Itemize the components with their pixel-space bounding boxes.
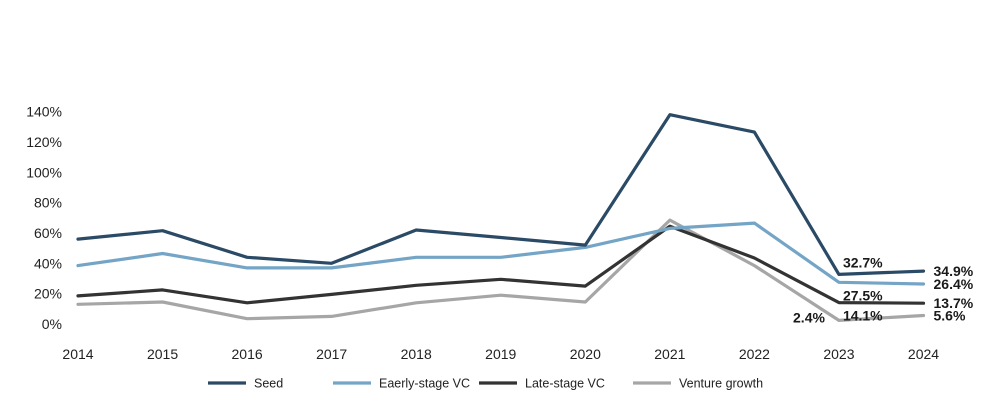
y-tick-label: 120% — [26, 134, 62, 150]
data-label: 26.4% — [934, 276, 974, 292]
data-labels: 32.7% 34.9% 27.5% 26.4% 14.1% 13.7% 2.4% 5.6% — [793, 254, 974, 325]
series-line-eaerly-stage-vc — [76, 221, 926, 286]
legend-item: Late-stage VC — [479, 377, 605, 391]
data-label: 34.9% — [934, 263, 974, 279]
series-line-seed — [76, 113, 926, 276]
legend-item: Seed — [208, 377, 283, 391]
legend-label: Eaerly-stage VC — [379, 377, 470, 391]
legend-label: Seed — [254, 377, 283, 391]
data-label: 13.7% — [934, 295, 974, 311]
y-tick-label: 20% — [34, 286, 62, 302]
legend: Seed Eaerly-stage VC Late-stage VC Venture … — [208, 377, 763, 391]
x-tick-label: 2014 — [62, 346, 93, 362]
series-line-late-stage-vc — [76, 224, 926, 305]
series-lines — [76, 113, 926, 322]
x-tick-label: 2020 — [570, 346, 601, 362]
legend-label: Venture growth — [679, 377, 763, 391]
x-axis: 2014 2015 2016 2017 2018 2019 2020 2021 2022 2023… — [62, 346, 939, 362]
y-axis: 0% 20% 40% 60% 80% 100% 120% 140% — [26, 104, 62, 332]
data-label: 2.4% — [793, 309, 825, 325]
x-tick-label: 2016 — [232, 346, 263, 362]
data-label: 14.1% — [843, 308, 883, 324]
data-label: 5.6% — [934, 308, 966, 324]
legend-item: Eaerly-stage VC — [333, 377, 470, 391]
y-tick-label: 100% — [26, 164, 62, 180]
data-label: 27.5% — [843, 287, 883, 303]
data-label: 32.7% — [843, 254, 883, 270]
y-tick-label: 80% — [34, 195, 62, 211]
y-tick-label: 60% — [34, 225, 62, 241]
x-tick-label: 2024 — [908, 346, 939, 362]
y-tick-label: 140% — [26, 104, 62, 120]
y-tick-label: 0% — [42, 316, 62, 332]
legend-label: Late-stage VC — [525, 377, 605, 391]
x-tick-label: 2023 — [823, 346, 854, 362]
x-tick-label: 2022 — [739, 346, 770, 362]
x-tick-label: 2018 — [401, 346, 432, 362]
legend-item: Venture growth — [633, 377, 763, 391]
y-tick-label: 40% — [34, 255, 62, 271]
series-line-venture-growth — [76, 218, 926, 322]
x-tick-label: 2019 — [485, 346, 516, 362]
x-tick-label: 2017 — [316, 346, 347, 362]
x-tick-label: 2015 — [147, 346, 178, 362]
x-tick-label: 2021 — [654, 346, 685, 362]
